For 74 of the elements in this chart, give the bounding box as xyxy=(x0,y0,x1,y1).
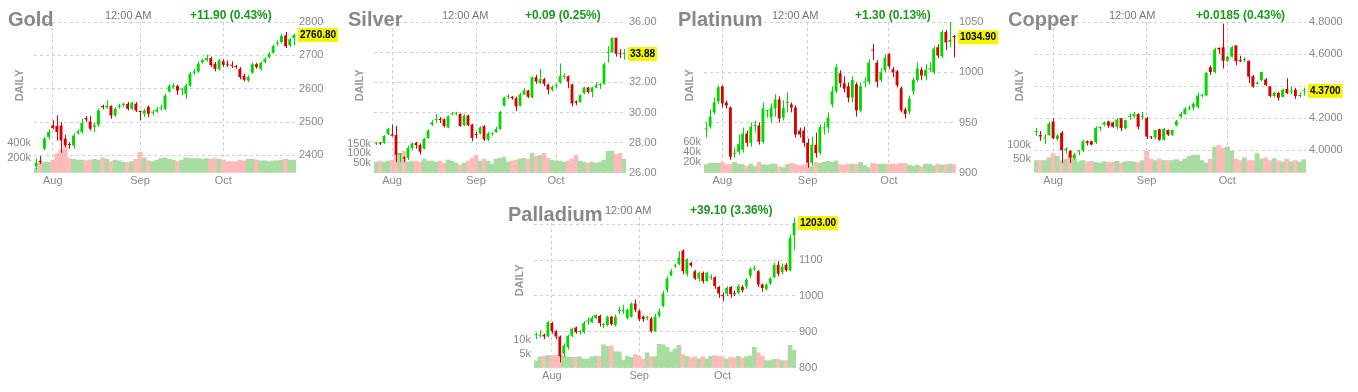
y2-tick-label: 50k xyxy=(1013,152,1032,165)
chart-title: Platinum xyxy=(678,8,763,31)
y-tick-label: 900 xyxy=(959,165,978,178)
y-tick-label: 800 xyxy=(799,360,818,373)
text: +0.0185 (0.43%) xyxy=(1196,8,1286,22)
y-tick-label: 4.0000 xyxy=(1309,143,1343,156)
text: +39.10 (3.36%) xyxy=(690,203,773,217)
x-tick-label: Sep xyxy=(130,174,150,187)
y-tick-label: 950 xyxy=(959,115,978,128)
y2-tick-label: 40k xyxy=(683,145,702,158)
y2-tick-label: 100k xyxy=(347,146,372,159)
chart-subtitle: 12:00 AM xyxy=(772,9,819,21)
y-tick-label: 900 xyxy=(799,324,818,337)
x-tick-label: Aug xyxy=(1043,174,1063,187)
y-tick-label: 2800 xyxy=(299,15,324,28)
text: +11.90 (0.43%) xyxy=(190,8,272,22)
y-tick-label: 2500 xyxy=(299,115,324,128)
chart-title: Silver xyxy=(348,8,403,31)
y-tick-label: 28.00 xyxy=(629,135,657,148)
y-tick-label: 2700 xyxy=(299,48,324,61)
y-tick-label: 4.8000 xyxy=(1309,15,1343,28)
x-tick-label: Sep xyxy=(1136,174,1157,187)
x-tick-label: Sep xyxy=(797,174,818,187)
y2-tick-label: 400k xyxy=(7,135,32,148)
y-tick-label: 30.00 xyxy=(629,105,657,118)
x-tick-label: Aug xyxy=(382,174,402,187)
annotation: 4.3700 xyxy=(1310,84,1342,96)
text: +0.09 (0.25%) xyxy=(525,8,601,22)
y-tick-label: 2400 xyxy=(299,148,324,161)
y-tick-label: 2600 xyxy=(299,81,324,94)
x-tick-label: Aug xyxy=(42,174,63,187)
y2-axis-title: DAILY xyxy=(683,68,696,102)
text: +1.30 (0.13%) xyxy=(855,8,931,22)
y2-tick-label: 10k xyxy=(513,333,532,346)
y-tick-label: 1000 xyxy=(799,289,824,302)
chart-title: Palladium xyxy=(508,203,603,226)
y2-axis-title: DAILY xyxy=(1013,68,1026,102)
y2-tick-label: 150k xyxy=(347,136,372,149)
chart-title: Gold xyxy=(8,8,54,31)
y-tick-label: 1000 xyxy=(959,65,984,78)
chart-subtitle: 12:00 AM xyxy=(1109,9,1156,21)
y2-tick-label: 5k xyxy=(519,347,532,360)
x-tick-label: Oct xyxy=(880,174,898,187)
x-tick-label: Sep xyxy=(629,369,649,382)
annotation: 1034.90 xyxy=(960,30,997,42)
y-tick-label: 4.2000 xyxy=(1309,111,1343,124)
y2-tick-label: 20k xyxy=(683,155,702,168)
chart-subtitle: 12:00 AM xyxy=(105,9,152,21)
y2-axis-title: DAILY xyxy=(513,263,526,297)
y-tick-label: 32.00 xyxy=(629,75,657,88)
y2-tick-label: 50k xyxy=(353,156,372,169)
y-tick-label: 1100 xyxy=(799,253,823,266)
annotation: 33.88 xyxy=(630,47,656,59)
x-tick-label: Oct xyxy=(547,174,565,187)
y2-axis-title: DAILY xyxy=(13,68,26,102)
y-tick-label: 4.6000 xyxy=(1309,47,1343,60)
y-tick-label: 26.00 xyxy=(629,165,657,178)
y-tick-label: 36.00 xyxy=(629,15,657,28)
chart-subtitle: 12:00 AM xyxy=(442,9,489,21)
x-tick-label: Aug xyxy=(712,174,733,187)
x-tick-label: Sep xyxy=(466,174,486,187)
y2-tick-label: 60k xyxy=(683,134,702,147)
y2-tick-label: 100k xyxy=(1007,138,1032,151)
annotation: 2760.80 xyxy=(300,28,337,40)
y-tick-label: 1050 xyxy=(959,15,984,28)
x-tick-label: Oct xyxy=(1218,174,1236,187)
y2-tick-label: 200k xyxy=(7,150,32,163)
annotation: 1203.00 xyxy=(800,216,837,228)
chart-subtitle: 12:00 AM xyxy=(605,204,652,216)
x-tick-label: Oct xyxy=(714,369,732,382)
x-tick-label: Aug xyxy=(542,369,562,382)
x-tick-label: Oct xyxy=(214,174,232,187)
chart-title: Copper xyxy=(1008,8,1078,31)
y2-axis-title: DAILY xyxy=(353,68,366,102)
